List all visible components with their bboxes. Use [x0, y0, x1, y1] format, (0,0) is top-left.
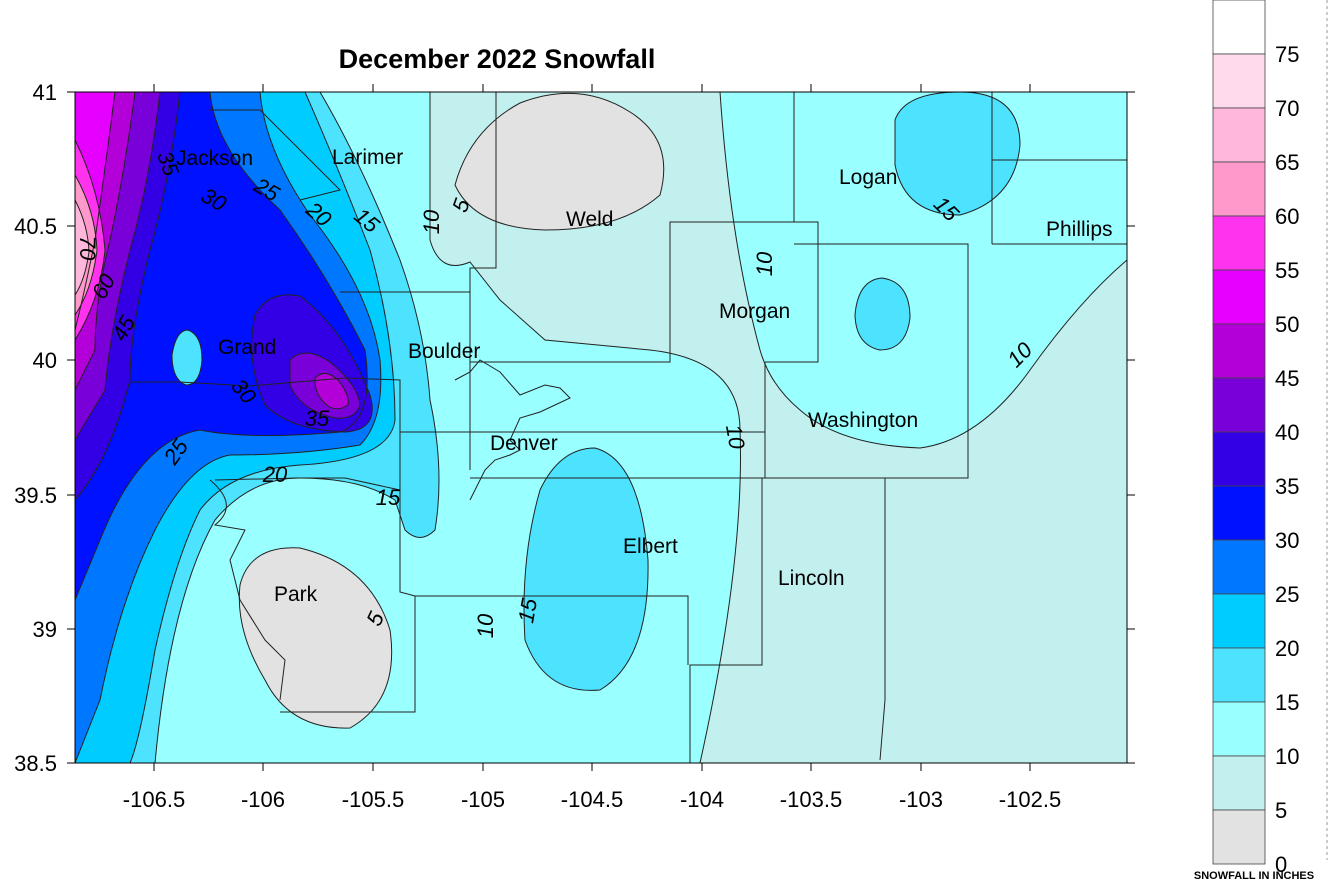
x-tick-label: -104.5 — [561, 787, 623, 812]
region-65-70 — [75, 200, 89, 295]
legend-swatch — [1212, 377, 1266, 433]
region-15-20-logan — [895, 92, 1020, 215]
legend-level-label: 25 — [1275, 582, 1299, 607]
x-tick-label: -103 — [899, 787, 943, 812]
contour-fills — [75, 92, 1127, 763]
county-label-jackson: Jackson — [176, 147, 253, 170]
legend-swatch — [1212, 107, 1266, 163]
legend-swatch — [1212, 755, 1266, 811]
county-label-elbert: Elbert — [623, 535, 678, 558]
x-tick-label: -105 — [461, 787, 505, 812]
county-label-logan: Logan — [839, 166, 897, 189]
region-15-20-elbert — [524, 448, 649, 691]
y-tick-label: 40 — [33, 348, 57, 373]
legend-level-label: 15 — [1275, 690, 1299, 715]
county-labels: Jackson Larimer Weld Logan Phillips Morg… — [176, 146, 1113, 606]
legend-level-label: 30 — [1275, 528, 1299, 553]
contour-label: 15 — [513, 596, 542, 625]
contour-label: 10 — [752, 251, 777, 276]
county-label-washington: Washington — [808, 409, 918, 432]
y-tick-label: 39 — [33, 617, 57, 642]
contour-label: 20 — [262, 462, 288, 487]
legend-level-label: 75 — [1275, 42, 1299, 67]
contour-lines — [75, 92, 1127, 763]
legend-swatch — [1212, 701, 1266, 757]
county-label-denver: Denver — [490, 432, 558, 455]
legend-unit-label: SNOWFALL IN INCHES — [1194, 870, 1314, 882]
county-label-phillips: Phillips — [1046, 218, 1113, 241]
legend-swatch — [1212, 323, 1266, 379]
plot-frame — [74, 91, 1128, 764]
legend-level-label: 0 — [1275, 852, 1287, 877]
county-label-weld: Weld — [566, 208, 613, 231]
legend-swatch — [1212, 0, 1266, 55]
x-tick-label: -106 — [241, 787, 285, 812]
legend-swatch — [1212, 809, 1266, 865]
contour-label: 35 — [305, 406, 330, 431]
region-45-50-center — [314, 373, 349, 409]
x-tick-labels: -106.5 -106 -105.5 -105 -104.5 -104 -103… — [123, 787, 1061, 812]
legend-level-label: 65 — [1275, 150, 1299, 175]
region-0-5-park — [239, 547, 392, 729]
legend-level-label: 20 — [1275, 636, 1299, 661]
legend-swatch — [1212, 431, 1266, 487]
legend-swatch — [1212, 647, 1266, 703]
legend-level-label: 55 — [1275, 258, 1299, 283]
county-label-lincoln: Lincoln — [778, 567, 845, 590]
x-tick-label: -102.5 — [999, 787, 1061, 812]
x-tick-label: -104 — [680, 787, 724, 812]
region-0-5-weld — [455, 93, 664, 230]
map-title: December 2022 Snowfall — [339, 44, 656, 74]
county-label-larimer: Larimer — [332, 146, 403, 169]
contour-label: 10 — [721, 422, 750, 451]
legend-swatch — [1212, 215, 1266, 271]
contour-label: 10 — [419, 209, 444, 234]
legend-swatch — [1212, 485, 1266, 541]
legend-level-label: 45 — [1275, 366, 1299, 391]
legend-swatch — [1212, 161, 1266, 217]
legend-level-label: 60 — [1275, 204, 1299, 229]
county-boundaries — [130, 92, 1127, 763]
county-label-grand: Grand — [218, 336, 276, 359]
contour-label: 10 — [473, 613, 498, 638]
legend-level-label: 70 — [1275, 96, 1299, 121]
x-tick-label: -105.5 — [342, 787, 404, 812]
region-15-20-washington — [855, 278, 910, 350]
region-15-20-blob — [172, 330, 202, 385]
contour-label: 15 — [376, 485, 401, 510]
tick-marks — [67, 84, 1135, 771]
region-10-15-east — [720, 92, 1127, 448]
legend-level-label: 50 — [1275, 312, 1299, 337]
county-label-morgan: Morgan — [719, 300, 790, 323]
legend-level-label: 40 — [1275, 420, 1299, 445]
legend-level-label: 5 — [1275, 798, 1287, 823]
y-tick-label: 39.5 — [14, 483, 57, 508]
legend-swatch — [1212, 539, 1266, 595]
legend-swatch — [1212, 53, 1266, 109]
legend-swatch — [1212, 593, 1266, 649]
y-tick-label: 41 — [33, 80, 57, 105]
legend-level-label: 35 — [1275, 474, 1299, 499]
y-tick-labels: 41 40.5 40 39.5 39 38.5 — [14, 80, 57, 776]
legend-swatch — [1212, 269, 1266, 325]
y-tick-label: 40.5 — [14, 214, 57, 239]
x-tick-label: -106.5 — [123, 787, 185, 812]
x-tick-label: -103.5 — [780, 787, 842, 812]
county-label-boulder: Boulder — [408, 340, 480, 363]
contour-label: 70 — [75, 236, 100, 261]
y-tick-label: 38.5 — [14, 751, 57, 776]
legend-level-label: 10 — [1275, 744, 1299, 769]
county-label-park: Park — [274, 583, 318, 606]
